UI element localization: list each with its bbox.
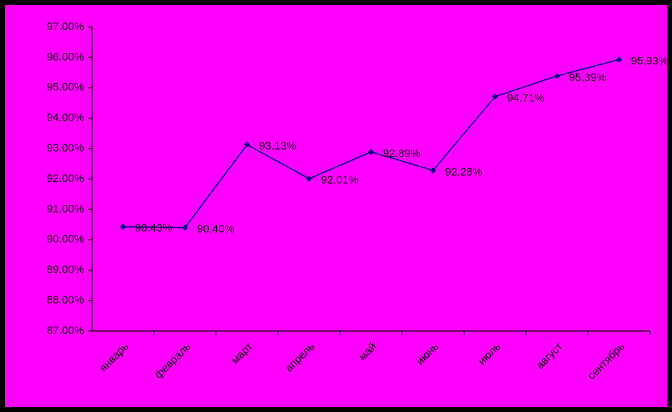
data-marker (306, 175, 312, 182)
data-marker (492, 93, 498, 100)
y-tick-label: 97.00% (47, 21, 85, 33)
data-label: 95.93% (631, 55, 669, 67)
data-label: 90.40% (197, 224, 235, 236)
data-label: 94.71% (507, 93, 545, 105)
chart-background (5, 5, 667, 407)
y-tick-label: 95.00% (47, 82, 85, 94)
data-marker (616, 56, 622, 63)
y-tick-label: 90.00% (47, 234, 85, 246)
data-label: 92.89% (383, 148, 421, 160)
data-label: 90.43% (135, 223, 173, 235)
data-marker (120, 223, 126, 230)
data-marker (554, 72, 560, 79)
data-label: 93.13% (259, 141, 297, 153)
y-tick-label: 88.00% (47, 295, 85, 307)
y-tick-label: 91.00% (47, 203, 85, 215)
y-tick-label: 94.00% (47, 112, 85, 124)
data-label: 92.01% (321, 175, 359, 187)
y-tick-label: 87.00% (47, 325, 85, 337)
data-label: 95.39% (569, 72, 607, 84)
data-label: 92.28% (445, 166, 483, 178)
data-marker (430, 167, 436, 174)
data-marker (244, 141, 250, 148)
y-tick-label: 92.00% (47, 173, 85, 185)
data-marker (182, 224, 188, 231)
y-tick-label: 93.00% (47, 143, 85, 155)
data-marker (368, 148, 374, 155)
y-tick-label: 89.00% (47, 264, 85, 276)
y-tick-label: 96.00% (47, 51, 85, 63)
